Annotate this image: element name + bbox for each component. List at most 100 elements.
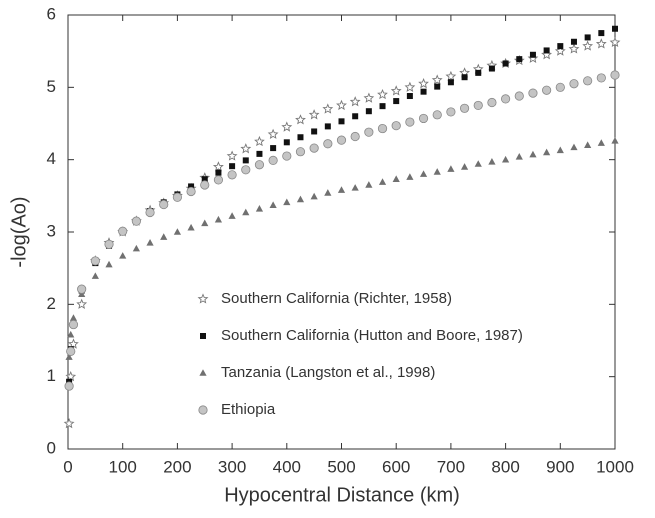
data-point (241, 165, 251, 175)
data-point (173, 228, 181, 235)
legend-text: Southern California (Hutton and Boore, 1… (221, 327, 523, 344)
data-point (308, 109, 320, 120)
data-point (365, 181, 373, 188)
data-point (296, 195, 305, 203)
data-point (105, 260, 113, 268)
data-point (324, 123, 331, 130)
data-point (200, 180, 210, 190)
data-point (338, 118, 345, 125)
data-point (65, 353, 73, 360)
data-point (77, 284, 87, 294)
data-point (104, 239, 114, 249)
data-point (570, 143, 578, 151)
data-point (460, 163, 469, 170)
data-point (267, 128, 279, 139)
data-point (514, 91, 524, 101)
y-axis-label: -log(Ao) (8, 196, 30, 267)
data-point (322, 103, 334, 114)
data-point (270, 145, 277, 152)
data-point (324, 189, 332, 196)
data-point (131, 216, 141, 226)
data-point (310, 192, 318, 200)
data-point (283, 198, 291, 206)
data-point (568, 43, 580, 54)
data-point (365, 108, 372, 115)
data-point (363, 92, 375, 103)
data-point (188, 183, 195, 190)
y-tick-label: 3 (47, 221, 56, 240)
data-point (390, 85, 402, 96)
data-point (404, 81, 416, 92)
x-axis-label: Hypocentral Distance (km) (224, 484, 460, 506)
data-point (584, 141, 592, 148)
legend-text: Tanzania (Langston et al., 1998) (221, 364, 435, 381)
data-point (584, 34, 591, 41)
data-point (228, 212, 236, 219)
legend-symbol (197, 293, 209, 304)
data-point (201, 219, 209, 227)
data-point (543, 47, 550, 54)
data-point (529, 51, 536, 58)
data-point (172, 192, 182, 202)
data-point (418, 113, 429, 124)
data-point (336, 135, 347, 145)
data-point (68, 319, 79, 330)
data-point (350, 131, 360, 142)
data-point (242, 157, 249, 164)
data-point (554, 45, 566, 56)
data-point (527, 52, 539, 63)
data-point (541, 49, 552, 60)
legend-symbol (198, 405, 208, 415)
data-point (433, 168, 441, 175)
data-point (187, 223, 195, 231)
data-point (569, 79, 579, 89)
data-point (323, 139, 333, 149)
data-point (254, 135, 265, 147)
x-tick-label: 400 (273, 457, 301, 476)
data-point (227, 170, 237, 180)
legend-text: Ethiopia (221, 401, 276, 418)
data-point (582, 40, 594, 51)
data-point (378, 178, 387, 185)
data-point (297, 134, 304, 141)
data-point (281, 121, 293, 132)
data-point (226, 150, 238, 161)
data-point (212, 161, 224, 172)
data-point (201, 176, 208, 183)
data-point (352, 113, 359, 120)
data-point (611, 137, 619, 144)
legend-symbol (199, 369, 207, 376)
data-point (557, 43, 564, 50)
data-point (391, 121, 401, 131)
data-point (311, 128, 318, 135)
data-point (309, 143, 319, 153)
data-point (215, 169, 222, 176)
data-point (242, 208, 250, 216)
data-point (65, 371, 77, 382)
data-point (420, 88, 427, 95)
data-point (69, 314, 78, 321)
data-point (528, 88, 538, 98)
data-point (214, 215, 223, 223)
data-point (76, 298, 88, 309)
data-point (337, 186, 346, 193)
data-point (502, 60, 509, 67)
x-tick-label: 1000 (596, 457, 634, 476)
x-tick-label: 600 (382, 457, 410, 476)
legend-text: Southern California (Richter, 1958) (221, 290, 452, 307)
data-point (295, 147, 306, 157)
data-point (446, 107, 456, 117)
data-point (502, 155, 510, 163)
data-point (160, 233, 168, 240)
data-point (515, 152, 523, 160)
x-tick-label: 500 (327, 457, 355, 476)
data-point (459, 103, 470, 113)
data-point (609, 36, 621, 48)
data-point (555, 82, 565, 92)
data-point (610, 70, 620, 80)
data-point (240, 143, 252, 154)
data-point (500, 94, 511, 104)
data-point (132, 244, 140, 252)
data-point (66, 346, 76, 356)
data-point (405, 117, 415, 127)
